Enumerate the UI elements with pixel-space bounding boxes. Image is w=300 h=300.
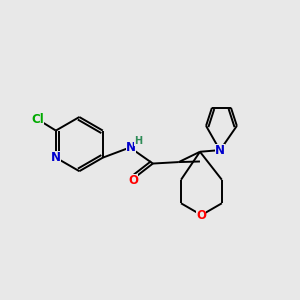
Text: Cl: Cl: [31, 113, 44, 127]
Text: H: H: [134, 136, 142, 146]
Text: N: N: [51, 151, 61, 164]
Text: O: O: [196, 208, 206, 222]
Text: O: O: [128, 173, 138, 187]
Text: N: N: [126, 141, 136, 154]
Text: N: N: [215, 144, 225, 157]
